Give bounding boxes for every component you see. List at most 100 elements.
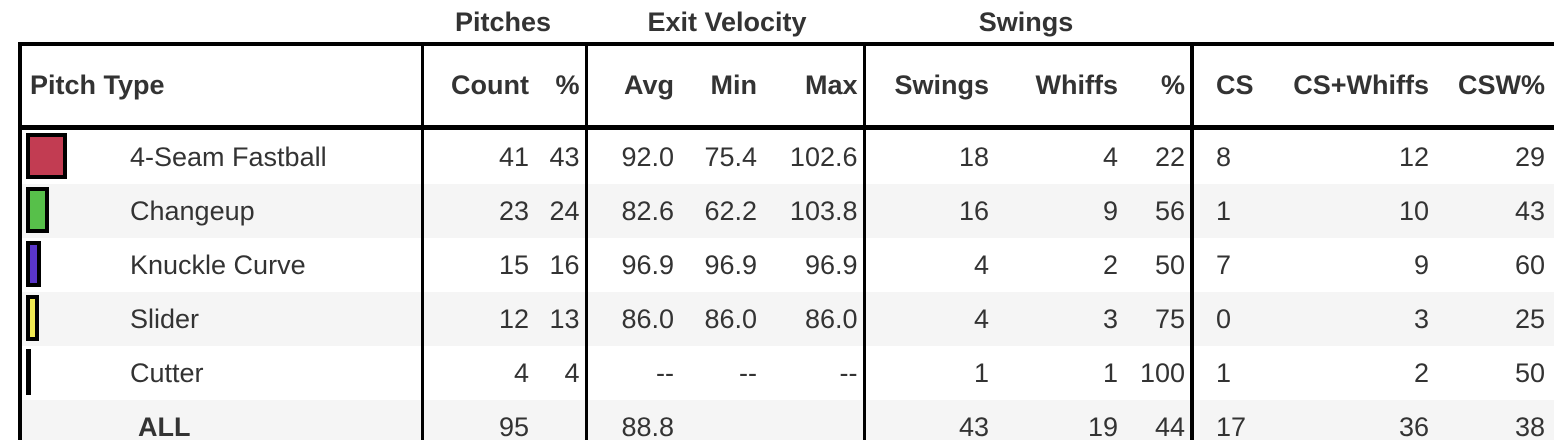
pitch-color-swatch [26,241,41,287]
table-row: Changeup 23 24 82.6 62.2 103.8 16 9 56 1… [20,184,1554,238]
table-row: Slider 12 13 86.0 86.0 86.0 4 3 75 0 3 2… [20,292,1554,346]
whiffs-cell: 2 [1102,249,1118,280]
col-header-min: Min [682,44,762,130]
max-ev-cell: 103.8 [789,195,858,226]
count-pct-cell: 43 [549,141,580,172]
group-header-exit-velocity: Exit Velocity [647,7,807,37]
swings-cell: 1 [862,346,997,400]
col-header-count: Count [420,44,537,130]
cs-cell: 1 [1190,184,1252,238]
count-cell: 4 [420,346,537,400]
pitch-color-swatch [26,295,39,341]
pitch-name: Slider [130,303,200,334]
pitch-name: 4-Seam Fastball [130,141,327,172]
whiffs-cell: 3 [1102,303,1118,334]
count-cell: 23 [420,184,537,238]
cs-whiffs-cell: 9 [1413,249,1429,280]
max-ev-cell: 102.6 [789,141,858,172]
avg-ev-cell: -- [584,346,682,400]
csw-pct-cell: 29 [1514,141,1545,172]
pitch-type-cell: Cutter [20,346,422,400]
csw-pct-cell: 50 [1514,357,1545,388]
avg-ev-cell: 96.9 [584,238,682,292]
swings-cell: 18 [862,127,997,184]
swing-pct-cell: 56 [1154,195,1185,226]
total-whiffs-cell: 19 [1087,411,1118,440]
pitch-type-cell: Knuckle Curve [20,238,422,292]
swings-cell: 16 [862,184,997,238]
pitch-color-swatch [26,133,67,179]
col-header-swing-pct: % [1122,44,1192,130]
avg-ev-cell: 86.0 [584,292,682,346]
whiffs-cell: 4 [1102,141,1118,172]
count-pct-cell: 24 [549,195,580,226]
total-count-cell: 95 [420,400,537,440]
swing-pct-cell: 75 [1154,303,1185,334]
col-header-cs: CS [1190,44,1254,130]
column-group-header-band: Pitches Exit Velocity Swings [0,0,1554,42]
min-ev-cell: 62.2 [704,195,757,226]
total-min-ev-cell [682,400,762,440]
col-header-max: Max [762,44,864,130]
swings-cell: 4 [862,238,997,292]
col-header-avg: Avg [584,44,682,130]
pitch-name: Cutter [130,357,204,388]
group-header-pitches: Pitches [454,7,552,37]
col-header-csw-pct: CSW% [1437,44,1554,130]
count-cell: 41 [420,127,537,184]
cs-cell: 7 [1190,238,1252,292]
table-row: Knuckle Curve 15 16 96.9 96.9 96.9 4 2 5… [20,238,1554,292]
swings-cell: 4 [862,292,997,346]
swing-pct-cell: 50 [1154,249,1185,280]
pitch-color-swatch [26,187,49,233]
cs-cell: 0 [1190,292,1252,346]
group-header-swings: Swings [978,7,1074,37]
avg-ev-cell: 92.0 [584,127,682,184]
max-ev-cell: 86.0 [804,303,858,334]
total-cs-whiffs-cell: 36 [1398,411,1429,440]
table-row: 4-Seam Fastball 41 43 92.0 75.4 102.6 18… [20,127,1554,185]
min-ev-cell: -- [739,357,757,388]
max-ev-cell: -- [839,357,858,388]
min-ev-cell: 96.9 [704,249,757,280]
col-header-swings: Swings [862,44,997,130]
min-ev-cell: 75.4 [704,141,757,172]
swing-pct-cell: 100 [1139,357,1185,388]
cs-cell: 8 [1190,127,1252,184]
header-row: Pitch Type Count % Avg Min Max Swings Wh… [20,44,1554,130]
col-header-whiffs: Whiffs [997,44,1122,130]
total-cs-cell: 17 [1190,400,1252,440]
total-swing-pct-cell: 44 [1154,411,1185,440]
pitch-color-swatch [26,349,31,395]
max-ev-cell: 96.9 [804,249,858,280]
cs-cell: 1 [1190,346,1252,400]
count-cell: 12 [420,292,537,346]
table-row: Cutter 4 4 -- -- -- 1 1 100 1 2 50 [20,346,1554,400]
cs-whiffs-cell: 2 [1413,357,1429,388]
avg-ev-cell: 82.6 [584,184,682,238]
col-header-count-pct: % [537,44,586,130]
total-label-cell: ALL [138,411,191,440]
pitch-name: Changeup [130,195,255,226]
csw-pct-cell: 25 [1514,303,1545,334]
csw-pct-cell: 60 [1514,249,1545,280]
cs-whiffs-cell: 12 [1398,141,1429,172]
count-pct-cell: 4 [564,357,580,388]
min-ev-cell: 86.0 [704,303,757,334]
pitch-type-cell: Slider [20,292,422,346]
total-max-ev-cell [762,400,864,440]
col-header-cs-whiffs: CS+Whiffs [1252,44,1437,130]
total-avg-ev-cell: 88.8 [584,400,682,440]
pitch-type-cell: Changeup [20,184,422,238]
cs-whiffs-cell: 3 [1413,303,1429,334]
csw-pct-cell: 43 [1514,195,1545,226]
whiffs-cell: 1 [1102,357,1118,388]
total-count-pct-cell [537,400,586,440]
count-cell: 15 [420,238,537,292]
total-csw-pct-cell: 38 [1514,411,1545,440]
col-header-pitch-type: Pitch Type [20,44,422,130]
cs-whiffs-cell: 10 [1398,195,1429,226]
swing-pct-cell: 22 [1154,141,1185,172]
pitch-type-cell: 4-Seam Fastball [20,128,422,185]
